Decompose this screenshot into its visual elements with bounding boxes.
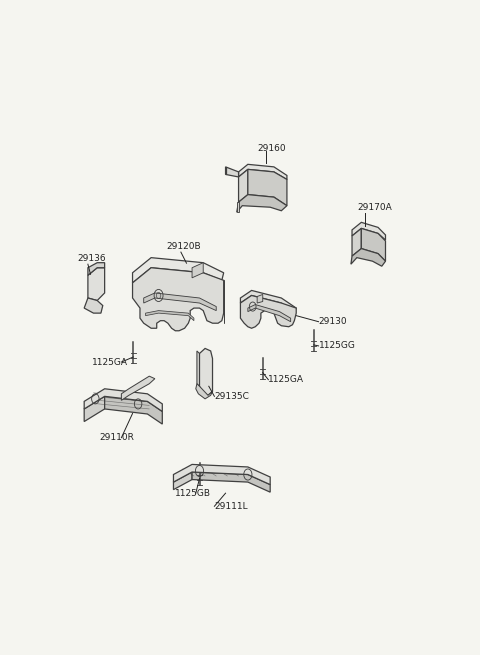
Polygon shape <box>240 290 296 313</box>
Polygon shape <box>240 295 296 328</box>
Text: 29170A: 29170A <box>358 203 392 212</box>
Polygon shape <box>196 384 213 399</box>
Polygon shape <box>144 293 216 310</box>
Text: 29135C: 29135C <box>215 392 249 401</box>
Text: 29136: 29136 <box>78 253 107 263</box>
Polygon shape <box>352 229 361 256</box>
Polygon shape <box>88 268 105 301</box>
Polygon shape <box>132 257 224 283</box>
Polygon shape <box>361 229 385 261</box>
Polygon shape <box>239 164 287 179</box>
Polygon shape <box>237 202 239 212</box>
Polygon shape <box>121 376 155 400</box>
Polygon shape <box>84 298 103 313</box>
Text: 29111L: 29111L <box>215 502 248 511</box>
Polygon shape <box>173 464 270 485</box>
Polygon shape <box>248 305 290 322</box>
Polygon shape <box>84 396 105 422</box>
Polygon shape <box>105 396 162 424</box>
Text: 1125GB: 1125GB <box>175 489 211 498</box>
Polygon shape <box>197 351 200 386</box>
Polygon shape <box>200 348 213 396</box>
Text: 29160: 29160 <box>257 143 286 153</box>
Polygon shape <box>257 295 263 303</box>
Polygon shape <box>248 170 287 206</box>
Text: 1125GG: 1125GG <box>319 341 355 350</box>
Polygon shape <box>192 263 203 278</box>
Polygon shape <box>352 222 385 240</box>
Polygon shape <box>173 472 192 490</box>
Polygon shape <box>132 268 224 331</box>
Text: 1125GA: 1125GA <box>268 375 304 384</box>
Text: 29110R: 29110R <box>99 433 134 442</box>
Text: 29120B: 29120B <box>166 242 201 251</box>
Polygon shape <box>226 167 239 177</box>
Polygon shape <box>237 195 287 212</box>
Text: 1125GA: 1125GA <box>92 358 128 367</box>
Polygon shape <box>351 248 385 266</box>
Text: 29130: 29130 <box>319 317 347 326</box>
Polygon shape <box>239 170 248 202</box>
Polygon shape <box>192 472 270 492</box>
Polygon shape <box>88 263 105 275</box>
Polygon shape <box>84 389 162 411</box>
Polygon shape <box>145 310 194 321</box>
